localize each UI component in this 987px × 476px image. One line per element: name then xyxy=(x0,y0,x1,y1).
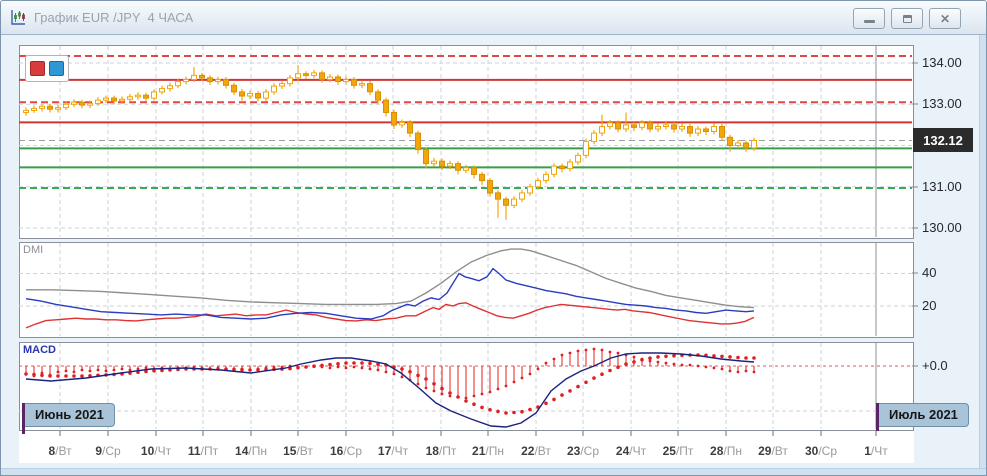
window-frame-bottom xyxy=(1,468,986,475)
time-axis-strip xyxy=(19,431,914,463)
dmi-axis-label: 40 xyxy=(922,265,937,280)
red-series-toggle[interactable] xyxy=(30,61,45,76)
macd-panel xyxy=(19,342,914,431)
close-icon: ✕ xyxy=(939,11,951,26)
price-axis-label: 133.00 xyxy=(922,96,962,111)
price-axis-label: 134.00 xyxy=(922,55,962,70)
window-controls: ✕ xyxy=(853,8,961,29)
macd-axis-label: +0.0 xyxy=(922,358,948,373)
dmi-panel xyxy=(19,242,914,338)
blue-series-toggle[interactable] xyxy=(49,61,64,76)
month-marker-july xyxy=(876,403,879,431)
price-axis-label: 130.00 xyxy=(922,220,962,235)
dmi-indicator-label: DMI xyxy=(23,244,44,256)
close-button[interactable]: ✕ xyxy=(929,8,961,29)
window-frame-right xyxy=(979,1,986,475)
window-title: График EUR /JPY 4 ЧАСА xyxy=(34,10,194,25)
month-badge-july: Июль 2021 xyxy=(879,403,969,427)
candlestick-chart-icon xyxy=(9,9,27,27)
minimize-icon xyxy=(863,20,875,23)
series-legend-box xyxy=(25,55,69,82)
dmi-axis-label: 20 xyxy=(922,298,937,313)
restore-button[interactable] xyxy=(891,8,923,29)
month-marker-june xyxy=(22,403,25,434)
macd-indicator-label: MACD xyxy=(23,344,56,356)
price-chart-panel xyxy=(19,45,914,239)
current-price-tag: 132.12 xyxy=(913,128,973,152)
restore-icon xyxy=(902,14,912,23)
month-badge-june: Июнь 2021 xyxy=(25,403,115,427)
title-bar: График EUR /JPY 4 ЧАСА ✕ xyxy=(1,1,986,35)
price-axis-label: 131.00 xyxy=(922,179,962,194)
minimize-button[interactable] xyxy=(853,8,885,29)
